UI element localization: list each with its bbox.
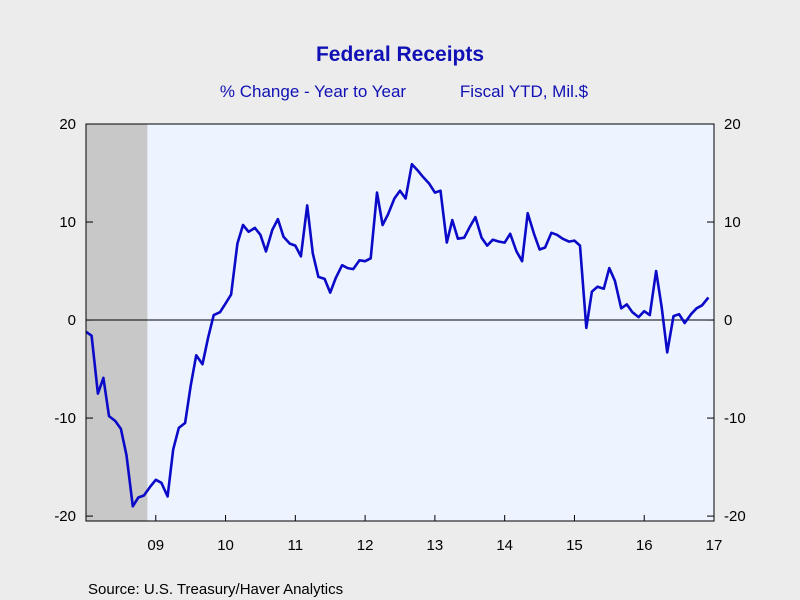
y-tick-label: 10 xyxy=(59,214,76,231)
y-axis-left: 20 10 0 -10 -20 xyxy=(54,116,93,525)
x-tick-label: 15 xyxy=(566,537,583,554)
y-tick-label: 20 xyxy=(59,116,76,133)
y-tick-label: -20 xyxy=(724,508,746,525)
x-tick-label: 10 xyxy=(217,537,234,554)
y-tick-label: -10 xyxy=(54,410,76,427)
recession-shading xyxy=(86,124,148,521)
chart-subtitle-right: Fiscal YTD, Mil.$ xyxy=(460,82,589,101)
series-line xyxy=(85,162,710,508)
x-tick-label: 14 xyxy=(496,537,513,554)
chart-subtitle-left: % Change - Year to Year xyxy=(220,82,407,101)
y-axis-right: 20 10 0 -10 -20 xyxy=(707,116,746,525)
x-tick-label: 09 xyxy=(147,537,164,554)
x-tick-label: 13 xyxy=(427,537,444,554)
x-tick-label: 17 xyxy=(706,537,723,554)
y-tick-label: 20 xyxy=(724,116,741,133)
chart-title: Federal Receipts xyxy=(316,43,484,66)
y-tick-label: -20 xyxy=(54,508,76,525)
y-tick-label: -10 xyxy=(724,410,746,427)
x-tick-label: 12 xyxy=(357,537,374,554)
plot-area xyxy=(86,124,714,521)
plot-frame xyxy=(85,123,715,522)
source-note: Source: U.S. Treasury/Haver Analytics xyxy=(88,581,343,598)
y-tick-label: 0 xyxy=(724,312,732,329)
y-tick-label: 0 xyxy=(68,312,76,329)
x-tick-label: 16 xyxy=(636,537,653,554)
y-tick-label: 10 xyxy=(724,214,741,231)
x-axis: 09 10 11 12 13 14 15 16 17 xyxy=(85,515,723,554)
x-tick-label: 11 xyxy=(288,537,304,554)
